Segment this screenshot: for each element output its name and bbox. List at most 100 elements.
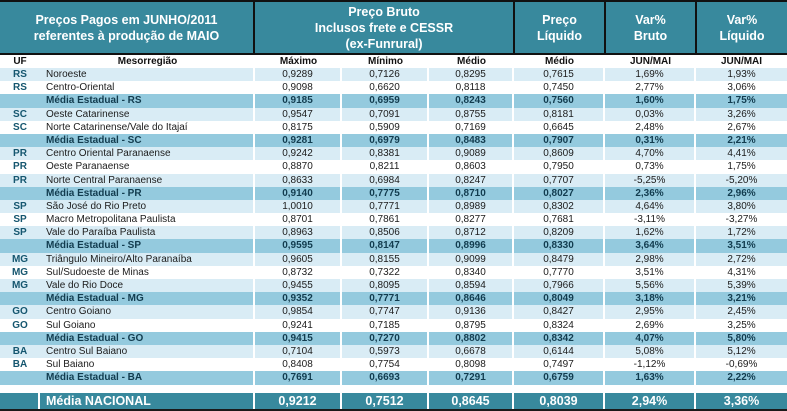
cell-medio-bruto: 0,8340 xyxy=(429,265,514,279)
cell-maximo: 0,9595 xyxy=(255,239,342,253)
cell-mesorregiao: Média Estadual - GO xyxy=(40,331,255,345)
column-header-minimo: Mínimo xyxy=(368,56,403,67)
cell-uf xyxy=(0,187,40,200)
cell-medio-liquido: 0,8049 xyxy=(514,292,605,306)
cell-uf: PR xyxy=(13,148,27,160)
cell-mesorregiao: Média Estadual - PR xyxy=(40,186,255,200)
table-row: MG Sul/Sudoeste de Minas 0,8732 0,7322 0,834… xyxy=(0,265,787,279)
cell-uf: BA xyxy=(12,345,28,357)
cell-uf: SP xyxy=(13,227,27,239)
cell-uf xyxy=(0,239,40,252)
cell-mesorregiao: Centro-Oriental xyxy=(40,81,255,95)
cell-uf xyxy=(0,134,40,147)
cell-maximo: 0,8701 xyxy=(255,213,342,227)
national-maximo: 0,9212 xyxy=(255,392,342,409)
cell-var-bruto: 4,64% xyxy=(605,199,696,214)
cell-mesorregiao: Centro Goiano xyxy=(40,305,255,319)
cell-var-liquido: -5,20% xyxy=(725,174,758,186)
banner-title-line1: Preços Pagos em JUNHO/2011 xyxy=(35,12,218,27)
cell-mesorregiao: Triângulo Mineiro/Alto Paranaíba xyxy=(40,252,255,266)
cell-minimo: 0,7270 xyxy=(342,331,429,345)
cell-medio-liquido: 0,8330 xyxy=(514,239,605,253)
cell-medio-bruto: 0,8483 xyxy=(429,133,514,148)
cell-var-bruto: 2,77% xyxy=(605,81,696,95)
cell-var-liquido: 3,06% xyxy=(727,82,756,94)
cell-medio-liquido: 0,7560 xyxy=(514,94,605,108)
cell-var-liquido: 1,72% xyxy=(727,227,756,239)
cell-uf: SC xyxy=(13,108,27,120)
cell-maximo: 0,9352 xyxy=(255,292,342,306)
cell-minimo: 0,7775 xyxy=(342,186,429,200)
banner-title-line2: referentes à produção de MAIO xyxy=(33,28,220,43)
cell-medio-liquido: 0,8479 xyxy=(514,252,605,266)
cell-medio-liquido: 0,6759 xyxy=(514,371,605,385)
cell-minimo: 0,7126 xyxy=(342,68,429,82)
cell-medio-bruto: 0,8594 xyxy=(429,279,514,293)
cell-maximo: 0,8175 xyxy=(255,120,342,134)
cell-medio-bruto: 0,8247 xyxy=(429,173,514,187)
table-row: MG Triângulo Mineiro/Alto Paranaíba 0,9605… xyxy=(0,252,787,266)
cell-medio-bruto: 0,8243 xyxy=(429,94,514,108)
cell-var-bruto: 2,98% xyxy=(605,252,696,266)
cell-medio-bruto: 0,8646 xyxy=(429,292,514,306)
cell-uf: PR xyxy=(13,174,27,186)
table-row: SC Oeste Catarinense 0,9547 0,7091 0,8755 0,8… xyxy=(0,107,787,121)
cell-var-liquido: 2,67% xyxy=(727,121,756,133)
column-header-mesorregiao: Mesorregião xyxy=(117,56,178,67)
cell-medio-liquido: 0,7907 xyxy=(514,133,605,148)
column-header-var-bruto: JUN/MAI xyxy=(629,56,672,67)
cell-minimo: 0,7185 xyxy=(342,318,429,332)
cell-mesorregiao: Média Estadual - BA xyxy=(40,371,255,385)
cell-var-liquido: 3,21% xyxy=(727,293,756,305)
cell-minimo: 0,6984 xyxy=(342,173,429,187)
cell-uf: GO xyxy=(12,319,28,331)
cell-var-bruto: 4,07% xyxy=(605,331,696,345)
cell-maximo: 0,7104 xyxy=(255,344,342,359)
cell-var-bruto: 2,36% xyxy=(605,186,696,200)
cell-medio-liquido: 0,8324 xyxy=(514,318,605,332)
column-header-medio-liquido: Médio xyxy=(545,56,574,67)
cell-medio-liquido: 0,8209 xyxy=(514,226,605,240)
cell-medio-liquido: 0,7615 xyxy=(514,68,605,82)
cell-minimo: 0,7322 xyxy=(342,265,429,279)
cell-medio-liquido: 0,7770 xyxy=(514,265,605,279)
cell-var-liquido: 1,93% xyxy=(727,69,756,80)
cell-mesorregiao: Média Estadual - MG xyxy=(40,292,255,306)
cell-var-liquido: 2,22% xyxy=(727,372,756,384)
cell-uf: MG xyxy=(11,280,29,291)
cell-var-bruto: 4,70% xyxy=(605,147,696,161)
cell-minimo: 0,7754 xyxy=(342,358,429,372)
cell-medio-bruto: 0,9099 xyxy=(429,252,514,266)
table-row: SP Vale do Paraíba Paulista 0,8963 0,8506 0,… xyxy=(0,226,787,240)
cell-var-liquido: 1,75% xyxy=(727,161,756,173)
cell-medio-liquido: 0,7497 xyxy=(514,358,605,372)
cell-var-liquido: -3,27% xyxy=(725,214,758,226)
table-row: BA Sul Baiano 0,8408 0,7754 0,8098 0,7497 -1,1… xyxy=(0,358,787,372)
cell-medio-liquido: 0,7950 xyxy=(514,160,605,174)
cell-var-bruto: 2,48% xyxy=(605,120,696,134)
table-row: GO Sul Goiano 0,9241 0,7185 0,8795 0,8324 2,69… xyxy=(0,318,787,332)
state-average-row: Média Estadual - MG 0,9352 0,7771 0,8646 0,8… xyxy=(0,292,787,306)
cell-var-liquido: 3,25% xyxy=(727,319,756,331)
cell-medio-bruto: 0,7169 xyxy=(429,120,514,134)
table-row: RS Noroeste 0,9289 0,7126 0,8295 0,7615 1,69% 1… xyxy=(0,68,787,82)
national-medio-bruto: 0,8645 xyxy=(429,392,514,409)
cell-mesorregiao: Sul Baiano xyxy=(40,358,255,372)
cell-mesorregiao: Norte Central Paranaense xyxy=(40,173,255,187)
cell-mesorregiao: Média Estadual - SP xyxy=(40,239,255,253)
cell-var-bruto: 1,62% xyxy=(605,226,696,240)
table-row: PR Centro Oriental Paranaense 0,9242 0,8381… xyxy=(0,147,787,161)
cell-minimo: 0,6959 xyxy=(342,94,429,108)
cell-minimo: 0,6693 xyxy=(342,371,429,385)
cell-medio-liquido: 0,8342 xyxy=(514,331,605,345)
cell-medio-bruto: 0,6678 xyxy=(429,344,514,359)
cell-uf: SC xyxy=(13,121,27,133)
cell-uf xyxy=(0,332,40,345)
cell-minimo: 0,8506 xyxy=(342,226,429,240)
table-row: SP São José do Rio Preto 1,0010 0,7771 0,898… xyxy=(0,199,787,214)
cell-uf: MG xyxy=(11,266,29,278)
cell-medio-liquido: 0,8027 xyxy=(514,186,605,200)
state-average-row: Média Estadual - SP 0,9595 0,8147 0,8996 0,8… xyxy=(0,239,787,253)
cell-medio-bruto: 0,8710 xyxy=(429,186,514,200)
